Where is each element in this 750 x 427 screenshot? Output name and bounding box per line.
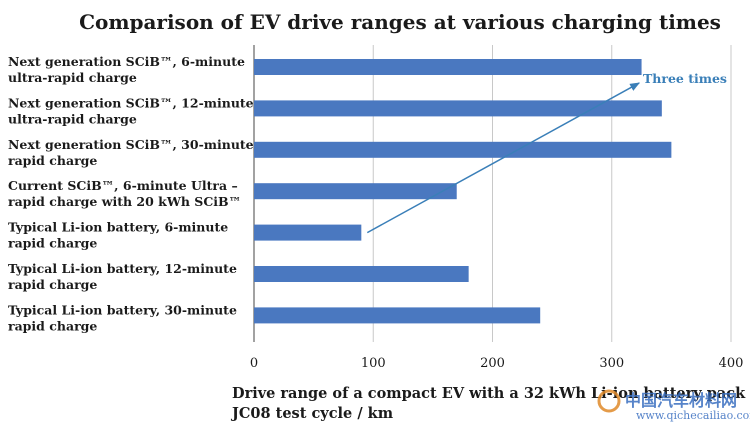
category-label-3: Next generation SCiB™, 30-minute rapid ch… — [8, 137, 254, 168]
watermark-url: www.qichecailiao.com — [636, 409, 750, 422]
category-label-line: rapid charge — [8, 318, 97, 333]
annotation-label: Three times — [643, 71, 727, 86]
chart-title: Comparison of EV drive ranges at various… — [79, 10, 721, 34]
category-label-line: rapid charge — [8, 153, 97, 168]
bar-1 — [254, 59, 642, 75]
bar-4 — [254, 183, 457, 200]
bars — [254, 59, 672, 324]
category-label-line: rapid charge — [8, 277, 97, 292]
x-tick-labels: 0 100 200 300 400 — [250, 356, 744, 371]
watermark-ring-icon — [597, 389, 621, 413]
category-label-line: Next generation SCiB™, 6-minute — [8, 54, 245, 69]
category-label-1: Next generation SCiB™, 6-minute ultra-rap… — [8, 54, 245, 85]
category-label-4: Current SCiB™, 6-minute Ultra – rapid cha… — [8, 178, 241, 209]
x-axis-title-line: Drive range of a compact EV with a 32 kW… — [232, 385, 750, 402]
category-label-line: ultra-rapid charge — [8, 111, 137, 126]
category-labels: Next generation SCiB™, 6-minute ultra-rap… — [8, 54, 254, 333]
x-axis-title: Drive range of a compact EV with a 32 kW… — [230, 385, 750, 422]
category-label-line: Typical Li-ion battery, 30-minute — [8, 302, 237, 317]
category-label-line: Next generation SCiB™, 12-minute — [8, 95, 254, 110]
x-tick-label: 0 — [250, 356, 258, 371]
x-axis-label: Drive range of a compact EV with a 32 kW… — [230, 385, 750, 422]
category-label-line: ultra-rapid charge — [8, 70, 137, 85]
watermark-name: 中国汽车材料网 — [625, 391, 737, 410]
bar-5 — [254, 224, 362, 241]
three-times-arrow — [366, 82, 641, 234]
bar-3 — [254, 141, 672, 158]
bar-7 — [254, 307, 541, 324]
x-tick-label: 200 — [480, 356, 505, 371]
category-label-line: Typical Li-ion battery, 12-minute — [8, 261, 237, 276]
x-axis-title-line: JC08 test cycle / km — [230, 405, 394, 422]
category-label-line: Current SCiB™, 6-minute Ultra – — [8, 178, 238, 193]
category-label-line: Typical Li-ion battery, 6-minute — [8, 220, 228, 235]
x-tick-label: 400 — [719, 356, 744, 371]
category-label-2: Next generation SCiB™, 12-minute ultra-ra… — [8, 95, 254, 126]
x-tick-label: 300 — [599, 356, 624, 371]
category-label-line: rapid charge with 20 kWh SCiB™ — [8, 194, 241, 209]
annotation: Three times — [366, 71, 727, 234]
bar-6 — [254, 266, 469, 282]
bar-2 — [254, 100, 662, 117]
category-label-line: rapid charge — [8, 236, 97, 251]
category-label-6: Typical Li-ion battery, 12-minute rapid c… — [8, 261, 237, 292]
x-tick-label: 100 — [361, 356, 386, 371]
category-label-line: Next generation SCiB™, 30-minute — [8, 137, 254, 152]
category-label-5: Typical Li-ion battery, 6-minute rapid ch… — [8, 220, 228, 251]
category-label-7: Typical Li-ion battery, 30-minute rapid c… — [8, 302, 237, 333]
